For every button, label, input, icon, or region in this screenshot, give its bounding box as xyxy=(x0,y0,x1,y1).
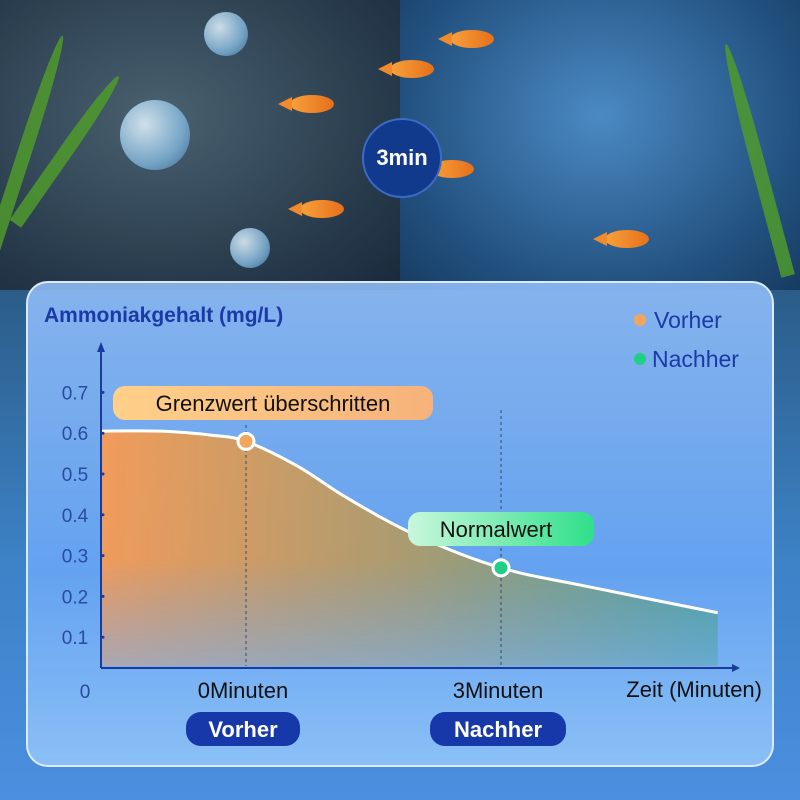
y-tick-label: 0.7 xyxy=(62,383,88,404)
y-tick xyxy=(101,635,105,639)
y-tick-label: 0.1 xyxy=(62,628,88,649)
fish xyxy=(593,230,649,248)
fish xyxy=(288,200,344,218)
legend-swatch-vorher xyxy=(634,314,646,326)
y-tick xyxy=(101,554,105,558)
y-tick-label: 0.6 xyxy=(62,424,88,445)
bacteria-bubble xyxy=(204,12,248,56)
series-line xyxy=(101,429,719,615)
y-axis-label: Ammoniakgehalt (mg/L) xyxy=(44,304,283,327)
legend-swatch-nachher xyxy=(634,353,646,365)
y-tick xyxy=(101,431,105,435)
legend-label-vorher: Vorher xyxy=(654,307,722,333)
bacteria-bubble xyxy=(120,100,190,170)
x-tick-label: 0Minuten xyxy=(198,678,289,703)
area-fill xyxy=(101,430,718,666)
y-tick-label: 0.3 xyxy=(62,547,88,568)
fish xyxy=(378,60,434,78)
data-point xyxy=(491,558,511,578)
legend: Vorher Nachher xyxy=(634,307,739,372)
x-tag-label: Vorher xyxy=(208,717,278,742)
data-point xyxy=(236,431,256,451)
annotation-pill xyxy=(408,512,594,546)
y-tick-label: 0.4 xyxy=(62,506,89,527)
x-tick-label: 3Minuten xyxy=(453,678,544,703)
annotation-pill xyxy=(113,386,433,420)
y-axis-arrow-icon xyxy=(97,342,105,352)
annotation-label: Grenzwert überschritten xyxy=(156,391,391,416)
y-tick xyxy=(101,472,105,476)
x-axis-arrow-icon xyxy=(732,664,740,672)
y-zero-label: 0 xyxy=(80,682,91,703)
x-axis-label: Zeit (Minuten) xyxy=(626,677,762,702)
x-tag-pill xyxy=(186,712,300,746)
fish xyxy=(278,95,334,113)
legend-label-nachher: Nachher xyxy=(652,346,739,372)
y-tick xyxy=(101,594,105,598)
y-tick xyxy=(101,390,105,394)
x-tag-label: Nachher xyxy=(454,717,542,742)
fish xyxy=(438,30,494,48)
y-tick-label: 0.5 xyxy=(62,465,88,486)
bacteria-bubble xyxy=(230,228,270,268)
annotation-label: Normalwert xyxy=(440,517,552,542)
time-badge: 3min xyxy=(362,118,442,198)
y-tick xyxy=(101,513,105,517)
x-tag-pill xyxy=(430,712,566,746)
y-tick-label: 0.2 xyxy=(62,587,88,608)
